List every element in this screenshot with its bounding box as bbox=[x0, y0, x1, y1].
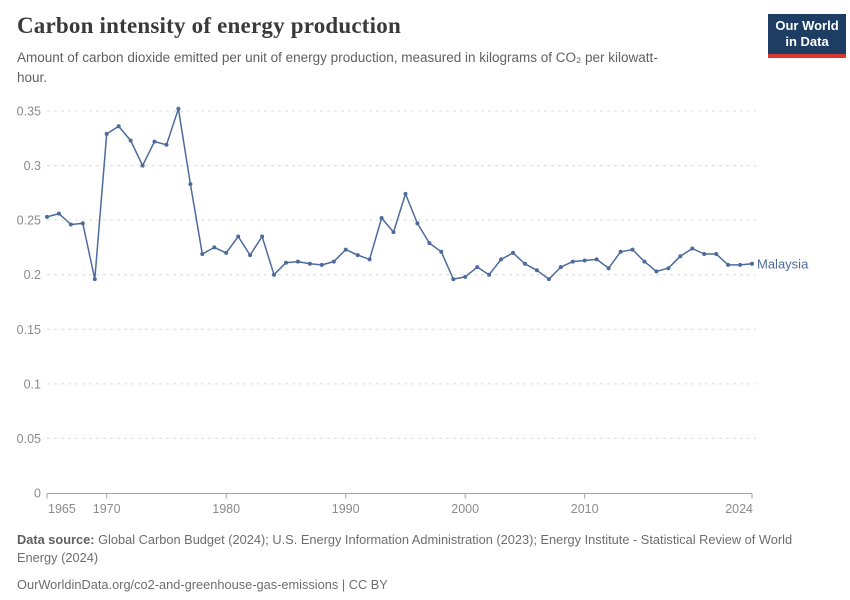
data-point bbox=[523, 261, 527, 266]
data-point bbox=[80, 221, 85, 226]
data-point bbox=[475, 265, 480, 270]
data-source-text: Global Carbon Budget (2024); U.S. Energy… bbox=[17, 532, 793, 565]
footer: Data source: Global Carbon Budget (2024)… bbox=[17, 531, 832, 594]
data-point bbox=[176, 106, 181, 111]
data-point bbox=[128, 138, 133, 143]
data-point bbox=[403, 191, 408, 196]
data-point bbox=[391, 230, 396, 235]
data-point bbox=[45, 214, 49, 219]
data-point bbox=[116, 124, 121, 129]
x-tick-label: 2010 bbox=[571, 502, 599, 516]
data-point bbox=[295, 259, 300, 264]
data-point bbox=[415, 221, 420, 226]
data-point bbox=[200, 252, 205, 256]
data-point bbox=[606, 266, 611, 271]
license-text: | CC BY bbox=[338, 576, 388, 592]
data-point bbox=[738, 262, 743, 267]
y-tick-label: 0.05 bbox=[17, 432, 41, 446]
data-point bbox=[319, 262, 324, 267]
data-point bbox=[236, 234, 241, 239]
data-point bbox=[570, 259, 575, 264]
data-point bbox=[451, 277, 456, 282]
data-point bbox=[439, 249, 444, 254]
malaysia-line bbox=[46, 108, 753, 280]
data-point bbox=[188, 182, 193, 187]
owid-link[interactable]: OurWorldinData.org/co2-and-greenhouse-ga… bbox=[17, 576, 339, 592]
data-point bbox=[427, 241, 432, 246]
chart-header: Carbon intensity of energy production Am… bbox=[17, 13, 750, 87]
data-point bbox=[307, 261, 312, 266]
data-point bbox=[355, 253, 360, 258]
series-label-malaysia: Malaysia bbox=[757, 256, 809, 271]
data-source-label: Data source: bbox=[17, 532, 95, 547]
chart-subtitle: Amount of carbon dioxide emitted per uni… bbox=[17, 50, 658, 85]
y-tick-label: 0.15 bbox=[17, 323, 41, 337]
data-point bbox=[140, 163, 145, 168]
data-point bbox=[463, 274, 468, 279]
data-point bbox=[654, 269, 659, 274]
data-point bbox=[104, 131, 109, 136]
x-tick-label: 1970 bbox=[93, 502, 121, 516]
license-line: OurWorldinData.org/co2-and-greenhouse-ga… bbox=[17, 576, 832, 594]
y-tick-label: 0.2 bbox=[24, 268, 41, 282]
y-tick-label: 0.1 bbox=[24, 377, 41, 391]
data-point bbox=[750, 261, 754, 266]
data-point bbox=[331, 259, 336, 264]
data-point bbox=[499, 257, 504, 262]
data-point bbox=[546, 277, 551, 282]
y-tick-label: 0.25 bbox=[17, 214, 41, 228]
data-point bbox=[224, 250, 229, 255]
x-tick-label: 2000 bbox=[451, 502, 479, 516]
data-point bbox=[678, 254, 683, 259]
data-point bbox=[487, 272, 492, 277]
page-title: Carbon intensity of energy production bbox=[17, 13, 401, 38]
x-tick-label: 2024 bbox=[725, 502, 753, 516]
y-tick-label: 0 bbox=[34, 487, 41, 501]
owid-logo-line1: Our World bbox=[775, 18, 839, 33]
data-point bbox=[726, 262, 731, 267]
data-point bbox=[534, 268, 539, 273]
line-chart: 0 0.05 0.1 0.15 0.2 0.25 0.3 0.35 1965 1970 1980 19… bbox=[17, 105, 809, 517]
data-point bbox=[164, 142, 169, 147]
data-point bbox=[666, 266, 671, 271]
y-tick-label: 0.35 bbox=[17, 105, 41, 119]
owid-logo-line2: in Data bbox=[785, 34, 829, 50]
data-point bbox=[618, 249, 623, 254]
data-point bbox=[702, 252, 707, 256]
x-tick-label: 1980 bbox=[212, 502, 240, 516]
data-point bbox=[690, 246, 695, 251]
data-source-line: Data source: Global Carbon Budget (2024)… bbox=[17, 531, 832, 567]
data-point bbox=[714, 252, 719, 256]
data-point bbox=[284, 260, 288, 265]
data-point bbox=[212, 245, 217, 250]
data-point bbox=[68, 222, 73, 227]
data-point bbox=[260, 234, 265, 239]
data-point bbox=[379, 216, 384, 220]
data-point bbox=[248, 253, 253, 258]
data-point bbox=[630, 247, 635, 252]
data-point bbox=[343, 247, 348, 252]
data-point bbox=[594, 257, 599, 262]
owid-logo: Our World in Data bbox=[768, 14, 846, 58]
data-point bbox=[582, 258, 587, 263]
data-point bbox=[92, 277, 97, 282]
data-point bbox=[272, 272, 276, 277]
x-tick-label: 1990 bbox=[332, 502, 360, 516]
data-point bbox=[558, 265, 563, 270]
y-tick-label: 0.3 bbox=[24, 159, 41, 173]
data-point bbox=[642, 259, 647, 264]
data-point bbox=[367, 257, 372, 262]
data-point bbox=[56, 211, 61, 216]
data-point bbox=[152, 139, 157, 144]
data-point bbox=[511, 250, 515, 255]
x-tick-label: 1965 bbox=[48, 502, 76, 516]
